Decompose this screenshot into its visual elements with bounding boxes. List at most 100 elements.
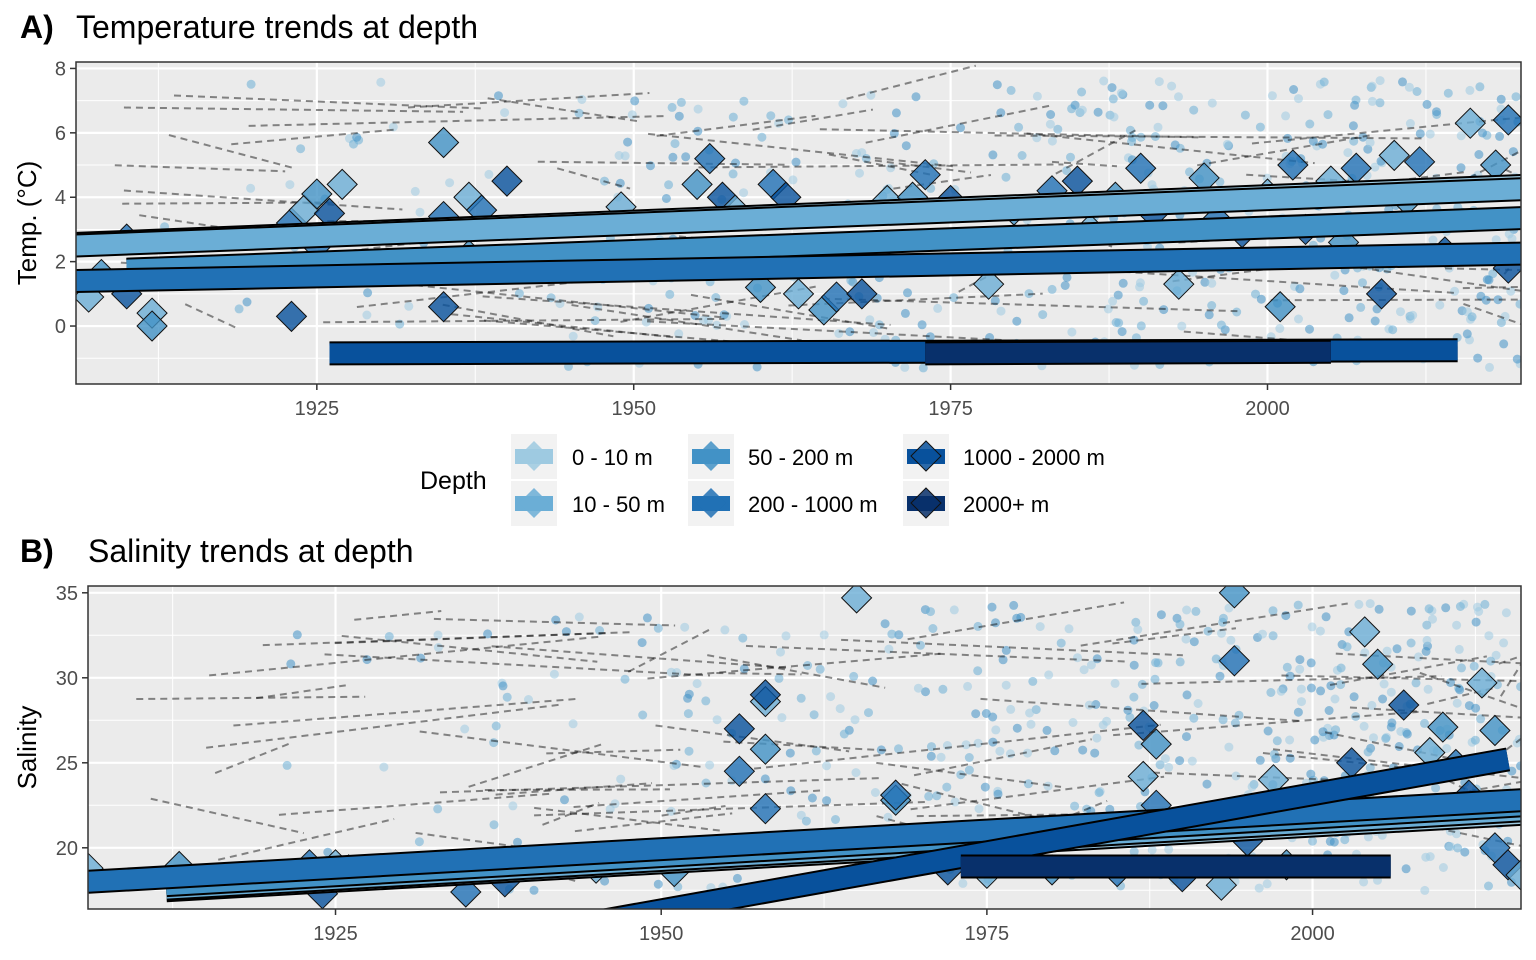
observation-point (728, 112, 738, 122)
observation-point (925, 332, 935, 342)
observation-point (1511, 92, 1521, 102)
observation-point (577, 95, 587, 104)
observation-point (285, 180, 295, 190)
site-trend-dashed-line (324, 653, 711, 677)
observation-point (1193, 699, 1203, 708)
observation-point (1450, 286, 1460, 296)
observation-point (949, 293, 959, 303)
observation-point (1392, 644, 1402, 654)
observation-point (731, 158, 740, 168)
observation-point (1398, 77, 1407, 87)
observation-point (1406, 638, 1416, 648)
observation-point (661, 194, 671, 203)
observation-point (1191, 606, 1201, 616)
observation-point (414, 837, 424, 847)
observation-point (1282, 662, 1292, 672)
observation-point (884, 644, 894, 654)
site-trend-dashed-line (184, 303, 238, 330)
site-trend-dashed-line (1196, 134, 1371, 167)
observation-point (1047, 284, 1057, 294)
observation-point (1154, 77, 1164, 87)
observation-point (752, 362, 762, 372)
observation-point (712, 320, 722, 330)
site-trend-dashed-line (341, 634, 598, 663)
site-trend-dashed-line (537, 160, 785, 166)
observation-point (1256, 294, 1266, 304)
observation-point (292, 630, 302, 640)
observation-point (460, 724, 470, 734)
observation-point (242, 297, 252, 307)
observation-point (1465, 85, 1475, 95)
site-mean-diamond (782, 278, 815, 310)
observation-point (416, 653, 426, 663)
observation-point (1493, 295, 1503, 305)
site-trend-dashed-line (907, 601, 1125, 641)
observation-point (701, 696, 711, 706)
observation-point (1068, 718, 1078, 727)
site-mean-diamond (427, 291, 460, 323)
observation-point (712, 715, 722, 725)
observation-point (1151, 658, 1161, 668)
observation-point (1267, 91, 1277, 101)
observation-point (1023, 779, 1033, 789)
observation-point (785, 748, 795, 758)
observation-point (1326, 681, 1336, 691)
observation-point (1344, 627, 1354, 637)
observation-point (323, 847, 333, 857)
observation-point (938, 684, 948, 694)
x-tick-label: 1925 (313, 923, 358, 945)
observation-point (974, 804, 984, 814)
observation-point (1486, 656, 1496, 666)
observation-point (1077, 87, 1087, 97)
site-trend-dashed-line (534, 800, 928, 817)
observation-point (1158, 101, 1168, 111)
observation-point (777, 713, 787, 723)
observation-point (995, 746, 1005, 756)
observation-point (1469, 661, 1479, 671)
observation-point (796, 693, 806, 703)
observation-point (1226, 635, 1236, 645)
observation-point (1382, 646, 1392, 656)
observation-point (1491, 235, 1501, 245)
observation-point (1156, 610, 1166, 620)
observation-point (1001, 172, 1011, 182)
observation-point (936, 752, 946, 762)
trend-line-200-1000-m (76, 243, 1521, 291)
observation-point (246, 183, 256, 193)
observation-point (1012, 723, 1022, 733)
site-trend-dashed-line (403, 283, 725, 319)
observation-point (1474, 607, 1484, 616)
observation-point (1133, 625, 1143, 634)
observation-point (1351, 712, 1361, 721)
observation-point (1319, 77, 1329, 87)
observation-point (1230, 718, 1240, 728)
observation-point (883, 812, 893, 822)
observation-point (1079, 665, 1089, 675)
site-trend-dashed-line (647, 132, 953, 168)
observation-point (1204, 310, 1214, 320)
observation-point (1370, 162, 1380, 172)
observation-point (887, 629, 897, 639)
site-trend-dashed-line (1324, 731, 1494, 769)
site-trend-dashed-line (1026, 132, 1315, 165)
legend-key-diamond-1000-2000-m (910, 440, 942, 472)
observation-point (641, 317, 651, 327)
panel-a-title: Temperature trends at depth (76, 9, 478, 45)
observation-point (1160, 754, 1170, 764)
observation-point (1306, 683, 1316, 693)
observation-point (958, 878, 968, 888)
observation-point (1515, 299, 1521, 309)
observation-point (670, 139, 680, 149)
observation-point (1001, 645, 1011, 655)
observation-point (1508, 147, 1518, 157)
observation-point (1396, 307, 1405, 317)
trend-line-2000plus-m (925, 341, 1331, 364)
observation-point (704, 316, 713, 325)
observation-point (889, 129, 899, 138)
observation-point (1402, 729, 1412, 739)
site-trend-dashed-line (231, 128, 395, 146)
observation-point (834, 329, 844, 338)
observation-point (849, 671, 859, 681)
observation-point (1182, 690, 1192, 700)
site-trend-dashed-line (209, 635, 603, 677)
